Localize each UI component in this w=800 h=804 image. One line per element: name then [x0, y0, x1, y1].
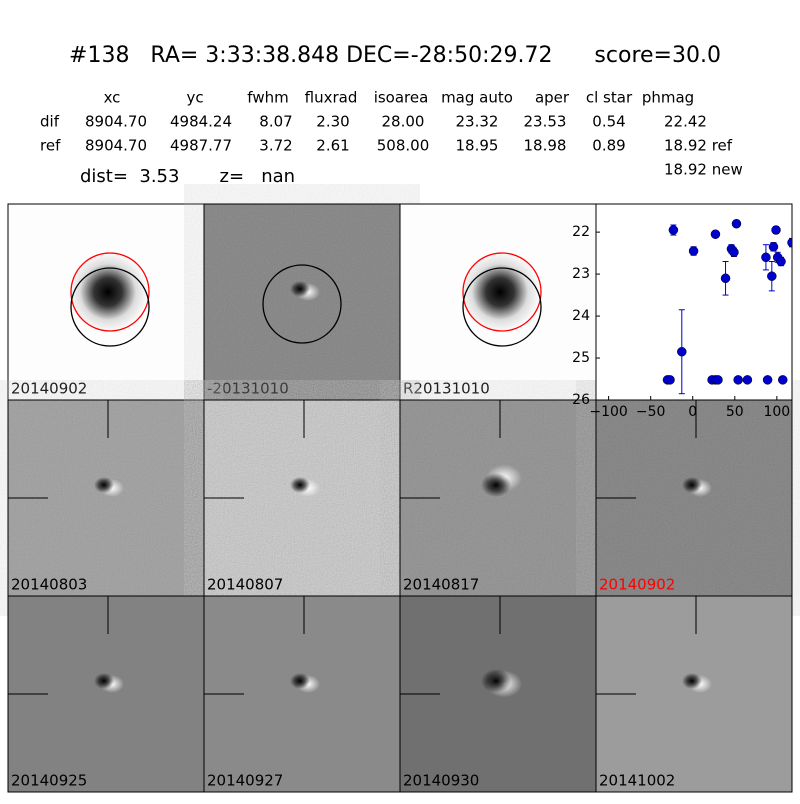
aperture	[462, 267, 542, 347]
row-label: dif	[40, 113, 60, 131]
table-cell: 22.42	[664, 113, 707, 131]
table-cell: 8904.70	[85, 113, 147, 131]
table-header: cl star	[586, 89, 633, 107]
point	[761, 252, 771, 263]
table-cell: 23.53	[524, 113, 567, 131]
point	[762, 375, 773, 385]
ref-circle	[462, 252, 542, 332]
residual-black	[481, 473, 511, 497]
table-cell: 8904.70	[85, 137, 147, 155]
point	[710, 229, 721, 239]
table-extra: 18.92 new	[664, 161, 743, 179]
residual-black	[290, 673, 310, 689]
residual-black	[290, 477, 310, 493]
table-cell: 4987.77	[170, 137, 232, 155]
x-tick-label: 0	[688, 404, 697, 420]
table-header: fluxrad	[305, 89, 358, 107]
point	[731, 218, 742, 229]
y-tick-label: 26	[572, 392, 590, 408]
x-tick-label: −100	[589, 404, 627, 420]
point	[665, 375, 675, 385]
point	[787, 237, 792, 248]
table-cell: 3.72	[259, 137, 292, 155]
x-tick-label: −50	[636, 404, 666, 420]
residual-black	[94, 673, 114, 689]
point	[777, 375, 788, 385]
noise	[204, 204, 400, 400]
title: #138 RA= 3:33:38.848 DEC=-28:50:29.72 sc…	[69, 43, 721, 68]
stamp-label: 20140925	[11, 772, 87, 790]
point	[776, 256, 786, 267]
table-header: aper	[535, 89, 570, 107]
table-header: fwhm	[247, 89, 288, 107]
table-cell: 28.00	[382, 113, 425, 131]
row-label: ref	[40, 137, 61, 155]
point	[729, 247, 739, 258]
stamp-label: -20131010	[207, 380, 289, 398]
point	[767, 271, 777, 281]
x-tick-label: 100	[763, 404, 790, 420]
ref-circle	[70, 252, 150, 332]
residual-black	[94, 477, 114, 493]
dist-line: dist= 3.53 z= nan	[80, 166, 295, 187]
table-cell: 18.92 ref	[664, 137, 733, 155]
table-cell: 8.07	[259, 113, 292, 131]
point	[742, 375, 753, 385]
residual-black	[682, 477, 702, 493]
stamp-label: 20140817	[403, 576, 479, 594]
y-tick-label: 23	[572, 266, 590, 282]
stamp-label: 20140927	[207, 772, 283, 790]
points	[662, 218, 792, 395]
point	[768, 242, 779, 252]
table-header: mag auto	[441, 89, 513, 107]
table-header: isoarea	[374, 89, 429, 107]
table-cell: 0.54	[592, 113, 625, 131]
residual-black	[290, 281, 310, 297]
point	[688, 246, 699, 256]
point	[677, 346, 687, 357]
stamp-label: 20140930	[403, 772, 479, 790]
y-tick-label: 24	[572, 308, 590, 324]
stamp-label: R20131010	[403, 380, 490, 398]
table-header: yc	[186, 89, 203, 107]
x-tick-label: 50	[726, 404, 744, 420]
table-cell: 18.98	[524, 137, 567, 155]
stamp-label: 20140803	[11, 576, 87, 594]
table-cell: 508.00	[377, 137, 430, 155]
residual-black	[682, 673, 702, 689]
stamp-label: 20140807	[207, 576, 283, 594]
point	[720, 273, 731, 284]
plot-area	[595, 203, 793, 401]
table-header: phmag	[642, 89, 694, 107]
source	[68, 252, 148, 332]
table-cell: 23.32	[456, 113, 499, 131]
stamp-label: 20140902	[11, 380, 87, 398]
panels: 20140902 -20131010 R20131010 20140803 201408…	[7, 203, 793, 793]
table-cell: 0.89	[592, 137, 625, 155]
point	[713, 375, 723, 385]
table-cell: 4984.24	[170, 113, 232, 131]
table-cell: 2.30	[316, 113, 349, 131]
table-cell: 18.95	[456, 137, 499, 155]
source	[460, 252, 540, 332]
point	[771, 225, 781, 235]
residual-black	[481, 669, 511, 693]
table-header: xc	[104, 89, 121, 107]
stamp-label: 20140902	[599, 576, 675, 594]
table-cell: 2.61	[316, 137, 349, 155]
stamp-frame	[595, 595, 793, 793]
point	[733, 375, 743, 385]
point	[668, 225, 679, 235]
light-curve: 22 23 24 25 26−100 −50 0 50 100	[572, 203, 793, 420]
aperture	[70, 267, 150, 347]
stamp-label: 20141002	[599, 772, 675, 790]
y-tick-label: 25	[572, 350, 590, 366]
y-tick-label: 22	[572, 224, 590, 240]
aperture	[262, 264, 342, 344]
